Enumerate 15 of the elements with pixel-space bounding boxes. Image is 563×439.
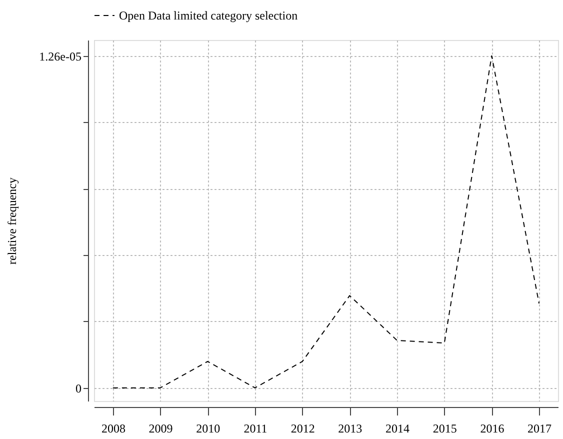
x-tick-label: 2010 (196, 422, 220, 436)
y-tick-label: 1.26e-05 (39, 49, 82, 64)
y-axis-title: relative frequency (5, 178, 20, 264)
x-tick-label: 2012 (290, 422, 315, 436)
x-tick-label: 2013 (338, 422, 362, 436)
legend-label: Open Data limited category selection (119, 8, 298, 22)
x-tick-label: 2008 (101, 422, 126, 436)
x-tick-label: 2011 (244, 422, 268, 436)
x-tick-label: 2009 (148, 422, 173, 436)
x-tick-label: 2015 (432, 422, 457, 436)
x-tick-label: 2014 (386, 422, 410, 436)
x-tick-label: 2017 (528, 422, 552, 436)
y-tick-label: 0 (76, 381, 82, 396)
line-series (112, 55, 540, 388)
x-tick-label: 2016 (480, 422, 504, 436)
